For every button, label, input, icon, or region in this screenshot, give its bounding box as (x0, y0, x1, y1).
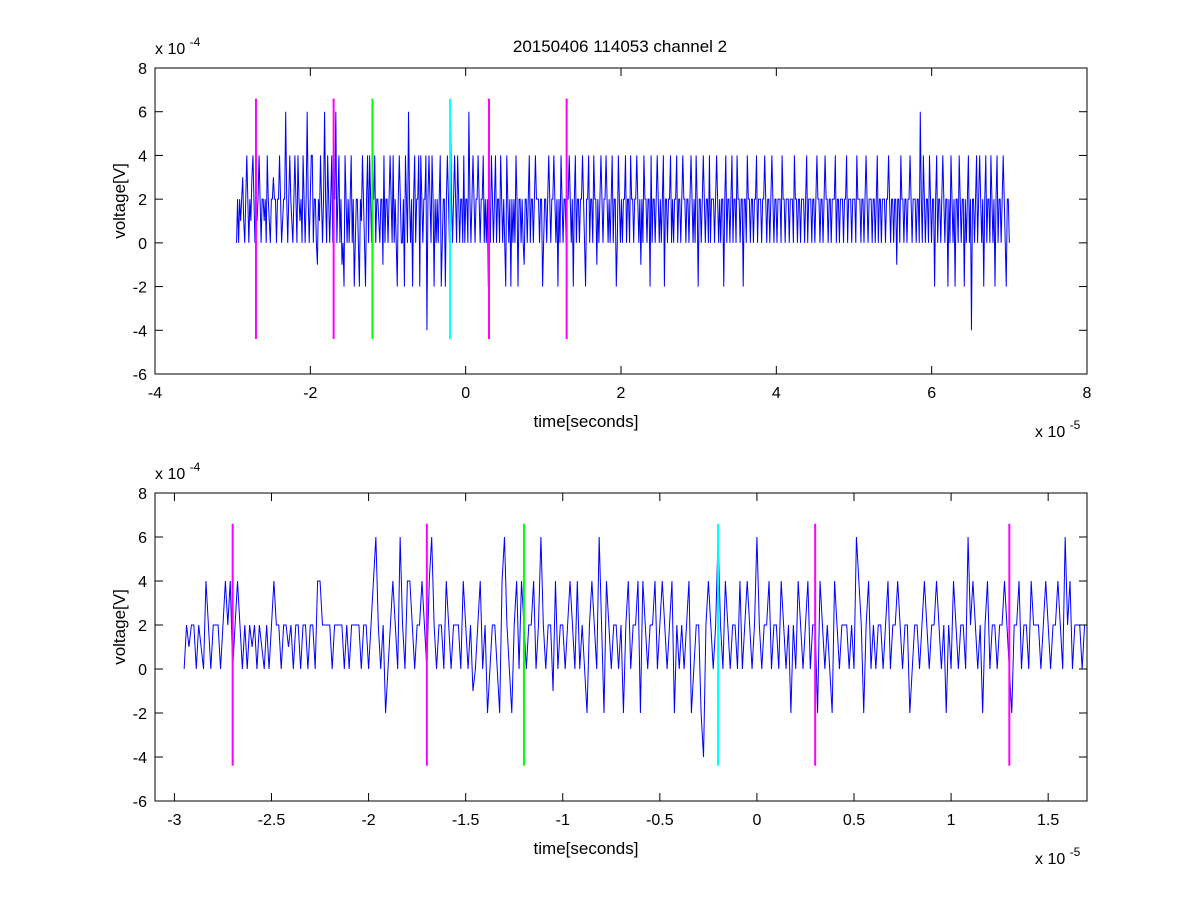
x-tick-label: 1 (947, 812, 956, 829)
x-tick-label: 0 (461, 385, 470, 402)
y-tick-label: -4 (133, 323, 147, 340)
y-tick-label: -2 (133, 706, 147, 723)
data-series-line-0 (183, 536, 1087, 758)
x-tick-label: 6 (927, 385, 936, 402)
x-tick-label: -3 (167, 812, 181, 829)
y-tick-label: -2 (133, 280, 147, 297)
y-tick-label: 4 (138, 148, 147, 165)
x-tick-label: -2.5 (258, 812, 286, 829)
y-axis-label: voltage[V] (110, 163, 129, 239)
x-tick-label: -2 (361, 812, 375, 829)
y-tick-label: 8 (138, 61, 147, 78)
y-tick-label: -6 (133, 794, 147, 811)
x-tick-label: -4 (148, 385, 162, 402)
plot-area (155, 493, 1087, 801)
data-series-line-0 (236, 111, 1010, 331)
y-tick-label: 6 (138, 105, 147, 122)
x-tick-label: -1.5 (452, 812, 480, 829)
y-axis-label: voltage[V] (110, 589, 129, 665)
y-tick-label: 6 (138, 530, 147, 547)
x-axis-label: time[seconds] (534, 839, 639, 858)
x-tick-label: 0.5 (843, 812, 865, 829)
y-tick-label: 0 (138, 662, 147, 679)
y-tick-label: 2 (138, 618, 147, 635)
axes-frame (154, 492, 1088, 802)
x-tick-label: 8 (1083, 385, 1092, 402)
figure-title: 20150406 114053 channel 2 (513, 37, 727, 56)
y-tick-label: -6 (133, 367, 147, 384)
y-tick-label: -4 (133, 750, 147, 767)
x-tick-label: 1.5 (1037, 812, 1059, 829)
y-axis-exponent: x 10 -4 (155, 35, 201, 58)
x-axis-label: time[seconds] (534, 412, 639, 431)
y-tick-label: 2 (138, 192, 147, 209)
x-tick-label: -2 (303, 385, 317, 402)
bottom-plot: -3 -2.5 -2 -1.5 -1 -0.5 0 0.5 1 1.5 -6 -4 -2 0 2 4 6 8 tim… (110, 460, 1088, 868)
x-axis-exponent: x 10 -5 (1035, 418, 1081, 441)
x-tick-label: 2 (617, 385, 626, 402)
x-tick-label: 4 (772, 385, 781, 402)
x-axis-exponent: x 10 -5 (1035, 845, 1081, 868)
x-tick-label: 0 (752, 812, 761, 829)
x-tick-label: -1 (556, 812, 570, 829)
y-tick-label: 8 (138, 486, 147, 503)
y-axis-exponent: x 10 -4 (155, 460, 201, 483)
y-tick-label: 0 (138, 236, 147, 253)
x-tick-label: -0.5 (646, 812, 674, 829)
y-tick-label: 4 (138, 574, 147, 591)
top-plot: -4 -2 0 2 4 6 8-6-4-202468time[seconds]voltage… (110, 35, 1092, 441)
